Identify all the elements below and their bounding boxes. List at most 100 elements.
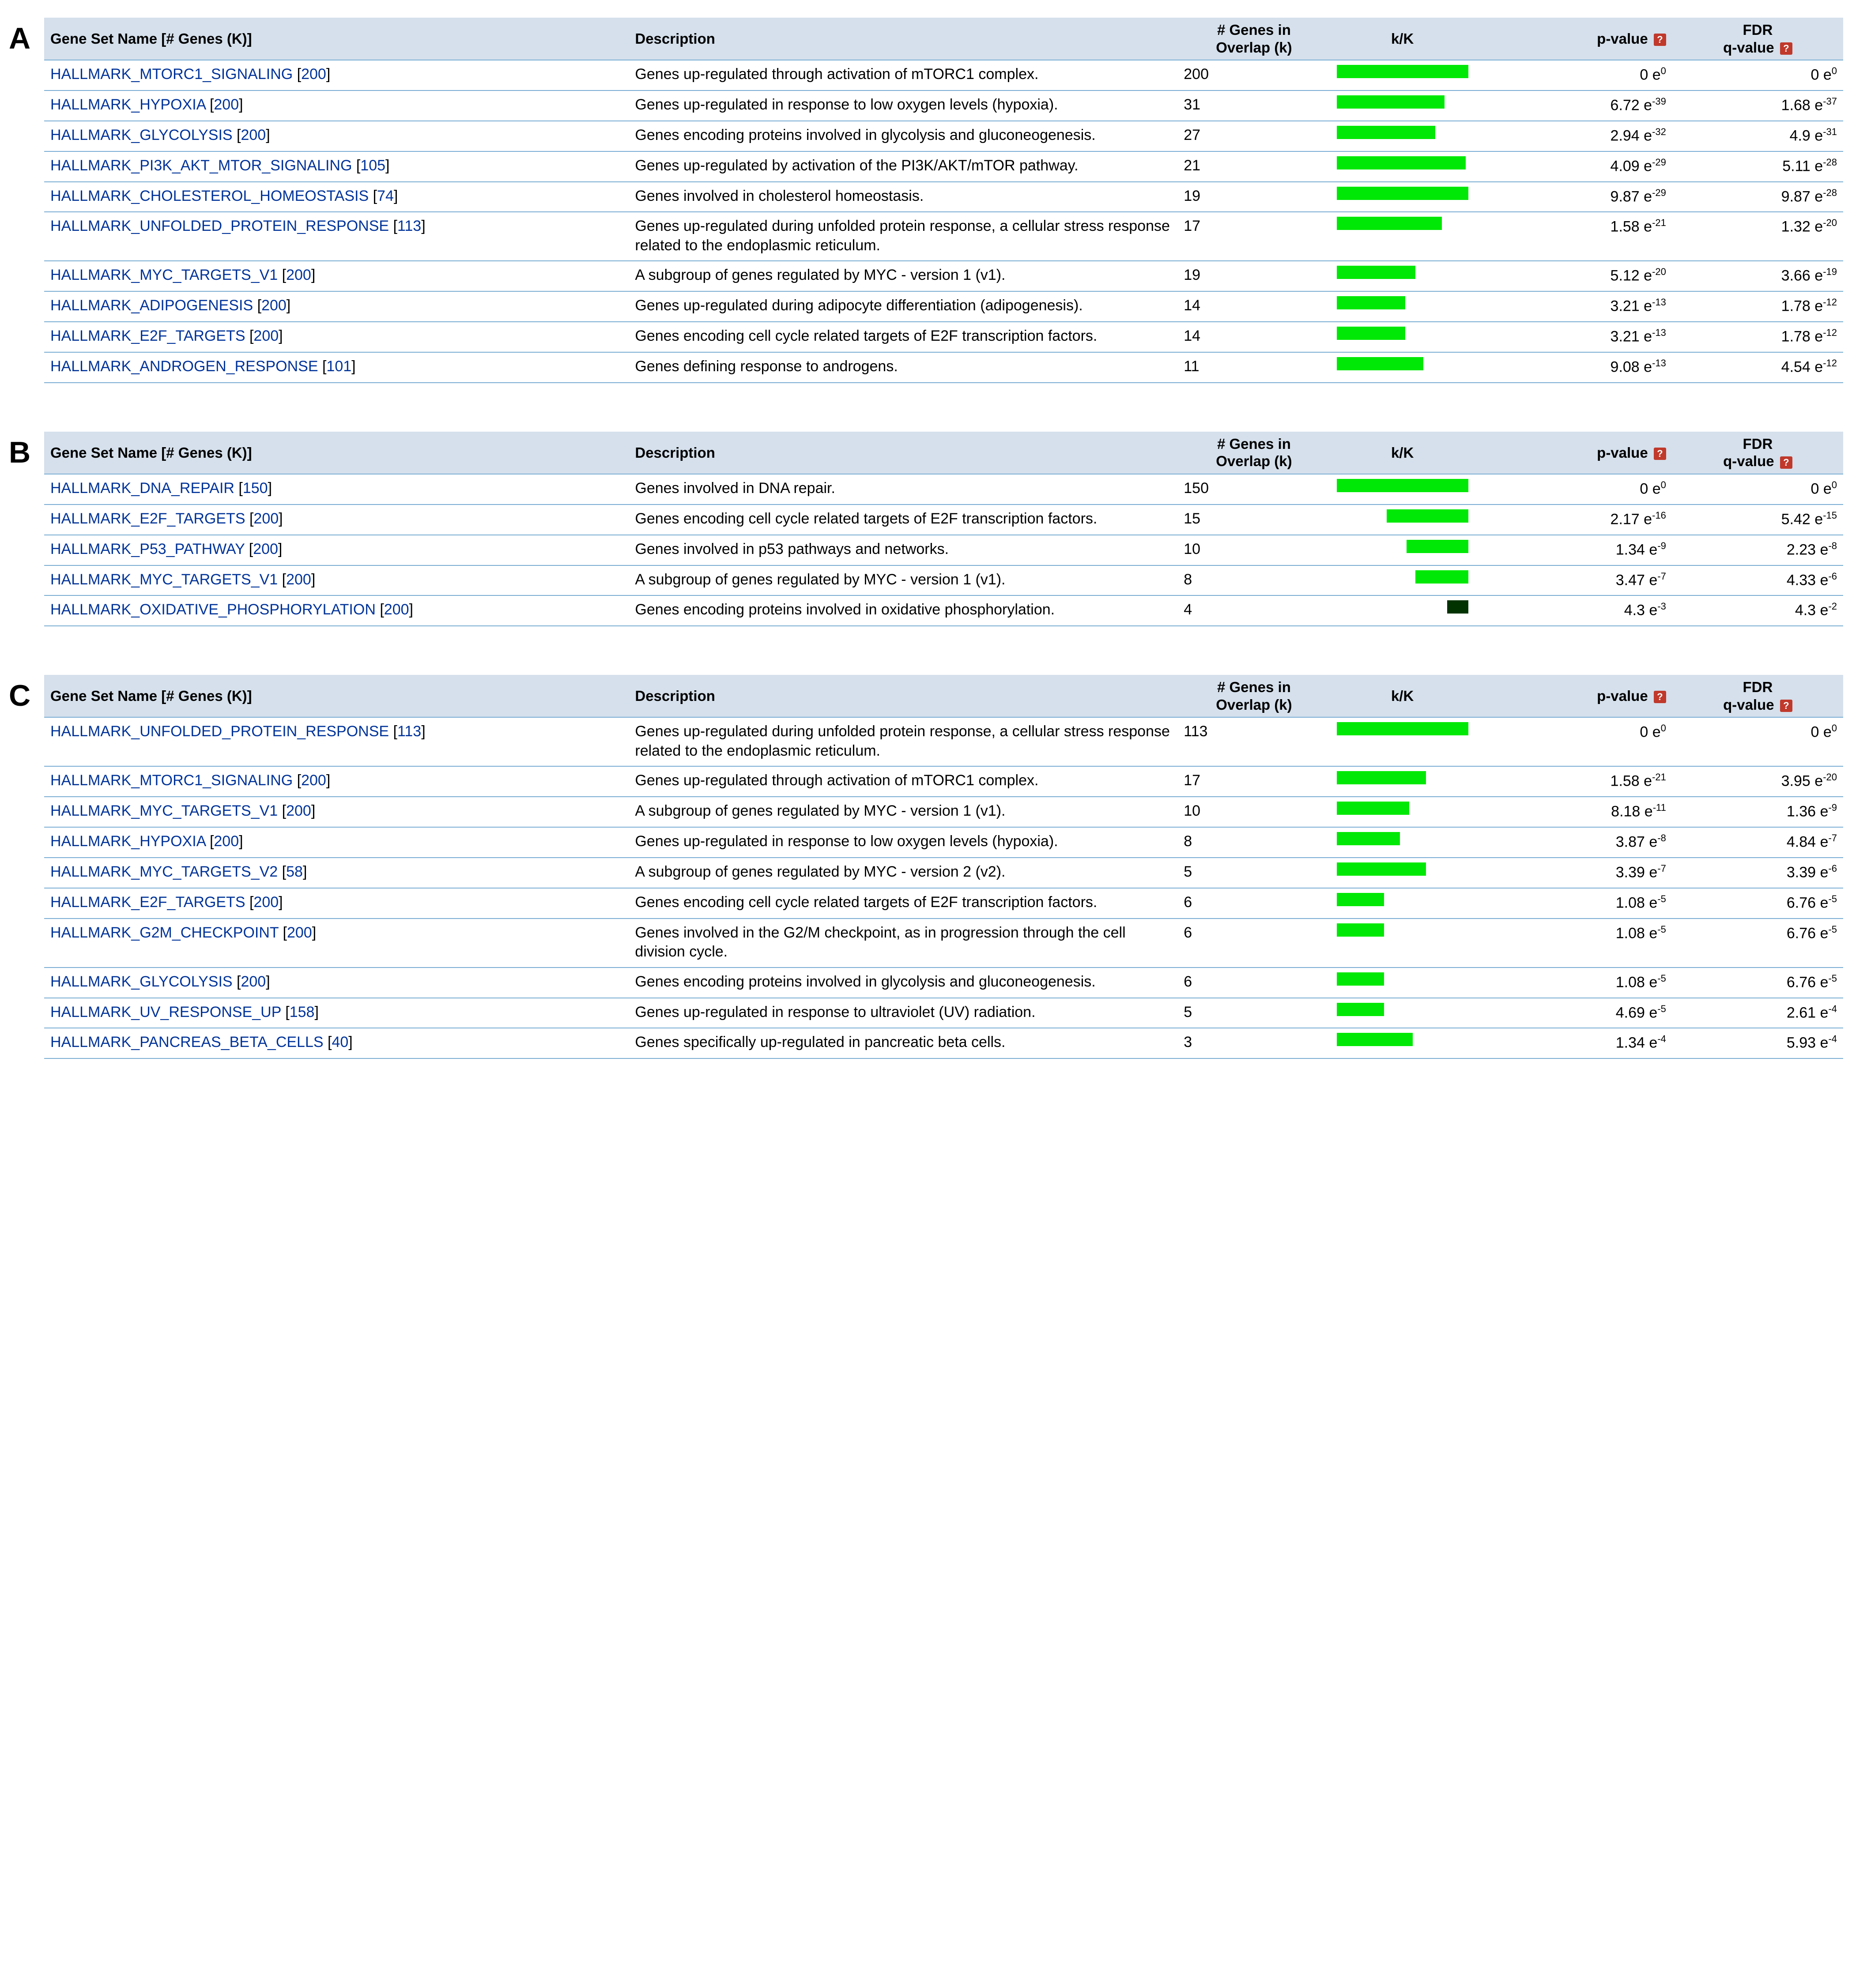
col-header-fdr: FDRq-value bbox=[1672, 18, 1843, 60]
cell-kk-bar bbox=[1331, 968, 1475, 998]
gene-set-link[interactable]: HALLMARK_MYC_TARGETS_V1 bbox=[50, 571, 278, 588]
cell-gene-set: HALLMARK_E2F_TARGETS [200] bbox=[44, 505, 629, 535]
cell-fdr: 4.54 e-12 bbox=[1672, 352, 1843, 383]
gene-set-link[interactable]: HALLMARK_ANDROGEN_RESPONSE bbox=[50, 358, 318, 375]
info-icon[interactable] bbox=[1780, 456, 1792, 469]
table-row: HALLMARK_P53_PATHWAY [200] Genes involve… bbox=[44, 535, 1843, 565]
gene-set-link[interactable]: HALLMARK_GLYCOLYSIS bbox=[50, 127, 233, 143]
cell-gene-set: HALLMARK_MTORC1_SIGNALING [200] bbox=[44, 766, 629, 797]
gene-set-link[interactable]: HALLMARK_DNA_REPAIR bbox=[50, 480, 234, 497]
cell-pvalue: 2.17 e-16 bbox=[1475, 505, 1672, 535]
cell-overlap: 15 bbox=[1177, 505, 1330, 535]
gene-set-link[interactable]: HALLMARK_PANCREAS_BETA_CELLS bbox=[50, 1034, 324, 1050]
table-row: HALLMARK_DNA_REPAIR [150] Genes involved… bbox=[44, 474, 1843, 505]
gene-count-link[interactable]: 200 bbox=[214, 96, 239, 113]
cell-fdr: 6.76 e-5 bbox=[1672, 968, 1843, 998]
gene-count-link[interactable]: 200 bbox=[286, 267, 311, 283]
cell-kk-bar bbox=[1331, 121, 1475, 151]
gene-count-link[interactable]: 158 bbox=[290, 1004, 315, 1020]
table-header: Gene Set Name [# Genes (K)] Description … bbox=[44, 18, 1843, 60]
cell-gene-set: HALLMARK_MYC_TARGETS_V1 [200] bbox=[44, 565, 629, 596]
gene-set-link[interactable]: HALLMARK_P53_PATHWAY bbox=[50, 541, 245, 557]
gene-set-link[interactable]: HALLMARK_MYC_TARGETS_V1 bbox=[50, 267, 278, 283]
table-row: HALLMARK_OXIDATIVE_PHOSPHORYLATION [200]… bbox=[44, 595, 1843, 626]
gene-set-link[interactable]: HALLMARK_MTORC1_SIGNALING bbox=[50, 772, 293, 789]
gene-set-link[interactable]: HALLMARK_E2F_TARGETS bbox=[50, 510, 245, 527]
gene-set-link[interactable]: HALLMARK_PI3K_AKT_MTOR_SIGNALING bbox=[50, 157, 352, 174]
cell-kk-bar bbox=[1331, 90, 1475, 121]
gene-count-link[interactable]: 200 bbox=[253, 328, 279, 344]
gene-count-link[interactable]: 113 bbox=[397, 723, 421, 740]
gene-count-link[interactable]: 200 bbox=[287, 924, 312, 941]
gene-count-link[interactable]: 200 bbox=[253, 510, 279, 527]
gene-count-link[interactable]: 58 bbox=[286, 863, 303, 880]
gene-set-link[interactable]: HALLMARK_MTORC1_SIGNALING bbox=[50, 66, 293, 83]
cell-description: Genes involved in DNA repair. bbox=[629, 474, 1177, 505]
panel-label: C bbox=[9, 675, 44, 713]
cell-description: Genes up-regulated by activation of the … bbox=[629, 151, 1177, 182]
cell-kk-bar bbox=[1331, 182, 1475, 212]
col-header-overlap: # Genes inOverlap (k) bbox=[1177, 675, 1330, 717]
cell-fdr: 5.11 e-28 bbox=[1672, 151, 1843, 182]
gene-set-link[interactable]: HALLMARK_CHOLESTEROL_HOMEOSTASIS bbox=[50, 188, 369, 204]
cell-gene-set: HALLMARK_CHOLESTEROL_HOMEOSTASIS [74] bbox=[44, 182, 629, 212]
gene-count-link[interactable]: 200 bbox=[241, 973, 266, 990]
gene-count-link[interactable]: 200 bbox=[286, 802, 311, 819]
gene-count-link[interactable]: 150 bbox=[243, 480, 268, 497]
gene-count-link[interactable]: 200 bbox=[214, 833, 239, 850]
gene-set-link[interactable]: HALLMARK_E2F_TARGETS bbox=[50, 894, 245, 911]
gene-set-link[interactable]: HALLMARK_HYPOXIA bbox=[50, 96, 205, 113]
gene-set-link[interactable]: HALLMARK_MYC_TARGETS_V2 bbox=[50, 863, 278, 880]
col-header-pvalue: p-value bbox=[1475, 432, 1672, 474]
panel-label: A bbox=[9, 18, 44, 56]
gene-count-link[interactable]: 105 bbox=[360, 157, 385, 174]
gene-set-link[interactable]: HALLMARK_UNFOLDED_PROTEIN_RESPONSE bbox=[50, 723, 389, 740]
info-icon[interactable] bbox=[1780, 700, 1792, 712]
info-icon[interactable] bbox=[1654, 34, 1666, 46]
col-header-fdr: FDRq-value bbox=[1672, 432, 1843, 474]
gene-count-link[interactable]: 200 bbox=[253, 894, 279, 911]
info-icon[interactable] bbox=[1654, 448, 1666, 460]
cell-pvalue: 4.09 e-29 bbox=[1475, 151, 1672, 182]
cell-description: Genes encoding proteins involved in oxid… bbox=[629, 595, 1177, 626]
gene-count-link[interactable]: 200 bbox=[261, 297, 287, 314]
gene-count-link[interactable]: 200 bbox=[384, 601, 409, 618]
gene-count-link[interactable]: 101 bbox=[326, 358, 351, 375]
info-icon[interactable] bbox=[1780, 42, 1792, 55]
gene-set-link[interactable]: HALLMARK_OXIDATIVE_PHOSPHORYLATION bbox=[50, 601, 376, 618]
enrichment-table: Gene Set Name [# Genes (K)] Description … bbox=[44, 432, 1843, 626]
cell-overlap: 113 bbox=[1177, 717, 1330, 766]
gene-set-link[interactable]: HALLMARK_G2M_CHECKPOINT bbox=[50, 924, 279, 941]
cell-pvalue: 3.21 e-13 bbox=[1475, 322, 1672, 352]
gene-set-link[interactable]: HALLMARK_UNFOLDED_PROTEIN_RESPONSE bbox=[50, 218, 389, 234]
gene-count-link[interactable]: 200 bbox=[241, 127, 266, 143]
gene-set-link[interactable]: HALLMARK_MYC_TARGETS_V1 bbox=[50, 802, 278, 819]
gene-set-link[interactable]: HALLMARK_HYPOXIA bbox=[50, 833, 205, 850]
gene-count-link[interactable]: 74 bbox=[377, 188, 394, 204]
cell-fdr: 4.33 e-6 bbox=[1672, 565, 1843, 596]
cell-kk-bar bbox=[1331, 60, 1475, 90]
cell-pvalue: 0 e0 bbox=[1475, 474, 1672, 505]
info-icon[interactable] bbox=[1654, 691, 1666, 703]
cell-overlap: 6 bbox=[1177, 968, 1330, 998]
gene-set-link[interactable]: HALLMARK_GLYCOLYSIS bbox=[50, 973, 233, 990]
gene-set-link[interactable]: HALLMARK_UV_RESPONSE_UP bbox=[50, 1004, 281, 1020]
table-row: HALLMARK_UV_RESPONSE_UP [158] Genes up-r… bbox=[44, 998, 1843, 1028]
cell-pvalue: 8.18 e-11 bbox=[1475, 797, 1672, 827]
gene-count-link[interactable]: 40 bbox=[332, 1034, 348, 1050]
gene-count-link[interactable]: 200 bbox=[301, 772, 326, 789]
cell-kk-bar bbox=[1331, 888, 1475, 919]
cell-pvalue: 9.08 e-13 bbox=[1475, 352, 1672, 383]
gene-count-link[interactable]: 200 bbox=[301, 66, 326, 83]
cell-gene-set: HALLMARK_E2F_TARGETS [200] bbox=[44, 888, 629, 919]
gene-count-link[interactable]: 113 bbox=[397, 218, 421, 234]
cell-overlap: 150 bbox=[1177, 474, 1330, 505]
cell-fdr: 4.9 e-31 bbox=[1672, 121, 1843, 151]
gene-set-link[interactable]: HALLMARK_ADIPOGENESIS bbox=[50, 297, 253, 314]
gene-set-link[interactable]: HALLMARK_E2F_TARGETS bbox=[50, 328, 245, 344]
cell-kk-bar bbox=[1331, 766, 1475, 797]
gene-count-link[interactable]: 200 bbox=[286, 571, 311, 588]
col-header-overlap: # Genes inOverlap (k) bbox=[1177, 432, 1330, 474]
gene-count-link[interactable]: 200 bbox=[253, 541, 278, 557]
enrichment-table: Gene Set Name [# Genes (K)] Description … bbox=[44, 675, 1843, 1059]
